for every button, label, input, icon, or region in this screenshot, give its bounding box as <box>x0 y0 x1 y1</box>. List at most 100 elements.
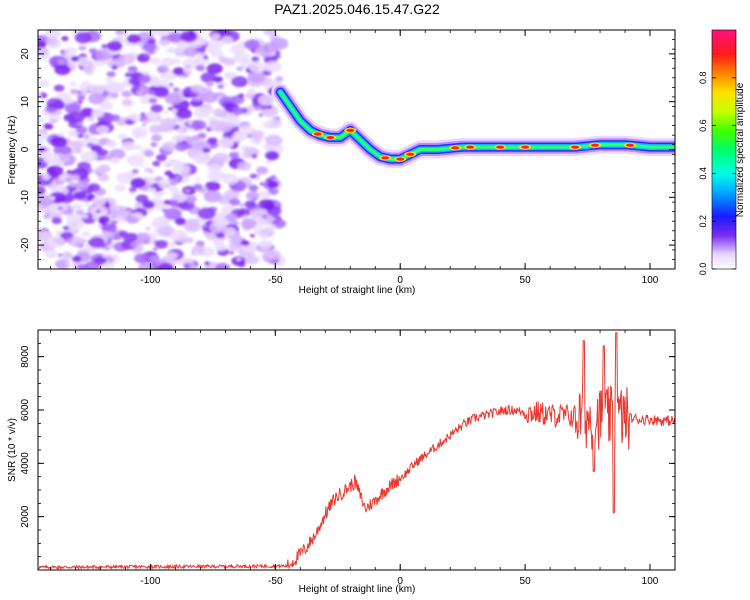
noise-blob <box>218 56 229 64</box>
noise-blob <box>62 225 70 230</box>
ridge-hotspot-core <box>521 145 530 149</box>
noise-blob <box>193 152 212 165</box>
noise-blob <box>229 116 236 121</box>
noise-blob <box>172 87 180 92</box>
noise-blob <box>70 55 79 62</box>
noise-blob <box>256 166 269 175</box>
noise-blob <box>155 239 169 249</box>
noise-blob <box>136 90 144 96</box>
noise-blob <box>126 34 141 44</box>
noise-blob <box>65 238 73 243</box>
noise-blob <box>105 77 113 82</box>
noise-blob <box>237 208 251 217</box>
noise-blob <box>147 38 157 45</box>
noise-blob <box>133 144 142 150</box>
noise-blob <box>107 246 113 250</box>
noise-blob <box>274 50 281 55</box>
noise-blob <box>164 92 183 105</box>
noise-blob <box>147 89 156 96</box>
noise-blob <box>172 165 185 174</box>
noise-blob <box>255 177 261 182</box>
noise-blob <box>127 112 141 122</box>
noise-blob <box>150 221 158 227</box>
noise-blob <box>80 151 98 163</box>
colorbar-tick-label: 0.6 <box>698 119 708 132</box>
noise-blob <box>204 261 210 266</box>
colorbar-gradient <box>711 29 737 270</box>
noise-blob <box>104 223 118 233</box>
noise-blob <box>111 65 118 70</box>
noise-blob <box>49 196 56 201</box>
noise-blob <box>163 162 170 167</box>
noise-blob <box>72 147 82 154</box>
noise-blob <box>224 213 238 222</box>
noise-blob <box>192 183 203 191</box>
noise-blob <box>165 251 178 260</box>
noise-blob <box>109 205 128 217</box>
ridge-hotspot-core <box>591 143 600 147</box>
noise-blob <box>157 262 174 269</box>
noise-blob <box>88 93 106 105</box>
spectrogram-xlabel: Height of straight line (km) <box>299 285 416 296</box>
noise-blob <box>169 180 177 186</box>
spectrogram-ytick-label: 20 <box>20 48 31 60</box>
noise-blob <box>126 216 139 224</box>
noise-blob <box>205 81 214 87</box>
noise-blob <box>142 200 155 209</box>
noise-blob <box>172 58 181 65</box>
noise-blob <box>149 255 160 263</box>
noise-blob <box>215 262 230 269</box>
noise-blob <box>147 113 160 122</box>
noise-blob <box>230 44 245 55</box>
noise-blob <box>249 61 266 73</box>
noise-blob <box>222 174 239 185</box>
noise-blob <box>129 187 137 193</box>
noise-blob <box>265 160 272 165</box>
noise-blob <box>265 223 277 232</box>
noise-blob <box>38 128 48 135</box>
noise-blob <box>152 86 170 98</box>
noise-blob <box>166 49 172 53</box>
chart-title: PAZ1.2025.046.15.47.G22 <box>274 1 440 17</box>
noise-blob <box>91 109 104 118</box>
noise-blob <box>66 169 73 175</box>
noise-blob <box>240 59 253 69</box>
noise-blob <box>110 157 120 164</box>
noise-region <box>38 30 289 269</box>
noise-blob <box>163 110 170 115</box>
noise-blob <box>68 188 75 193</box>
noise-blob <box>44 249 58 258</box>
noise-blob <box>141 123 147 127</box>
spectrogram-xtick-label: -100 <box>140 275 160 286</box>
noise-blob <box>270 37 289 50</box>
colorbar-tick-label: 0.0 <box>698 263 708 276</box>
noise-blob <box>264 60 282 73</box>
spectrogram-ytick-label: -10 <box>20 190 31 205</box>
noise-blob <box>260 233 269 239</box>
ridge-hotspot-core <box>406 152 415 156</box>
noise-blob <box>73 191 87 201</box>
noise-blob <box>133 232 151 245</box>
snr-ytick-label: 8000 <box>20 345 31 368</box>
noise-blob <box>244 39 260 50</box>
noise-blob <box>186 257 194 263</box>
noise-blob <box>71 255 82 263</box>
noise-blob <box>147 187 157 193</box>
noise-blob <box>87 116 95 122</box>
noise-blob <box>244 200 257 209</box>
noise-blob <box>191 119 207 131</box>
noise-blob <box>74 31 92 44</box>
noise-blob <box>183 47 198 57</box>
noise-blob <box>184 64 192 70</box>
noise-blob <box>53 158 65 167</box>
noise-blob <box>95 209 101 214</box>
noise-blob <box>118 53 136 65</box>
noise-blob <box>235 140 241 144</box>
noise-blob <box>134 253 150 264</box>
noise-blob <box>105 231 116 239</box>
ridge-hotspot-core <box>451 146 460 150</box>
ridge-hotspot-core <box>496 145 505 149</box>
noise-blob <box>66 111 85 124</box>
noise-blob <box>97 149 109 156</box>
